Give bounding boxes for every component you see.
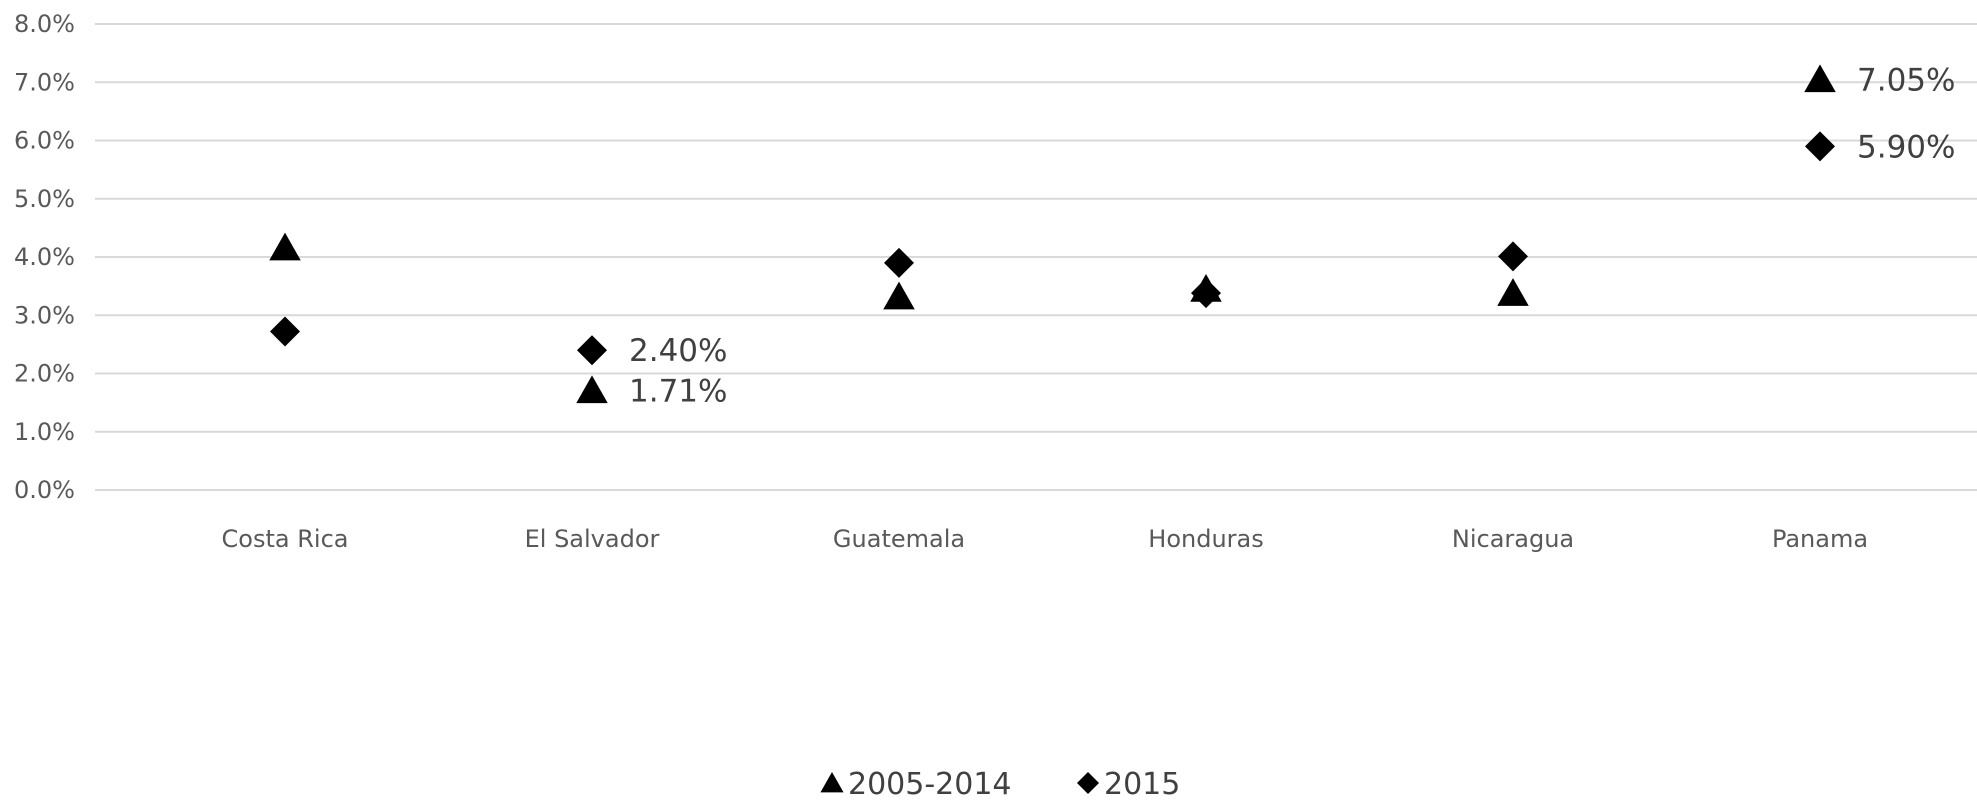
legend: 2005-2014 2015 [820,767,1180,802]
diamond-marker [1805,131,1835,162]
gridlines [95,23,1977,491]
triangle-marker [269,232,301,261]
data-markers [269,64,1836,404]
diamond-marker [1498,241,1528,272]
y-axis-tick-labels: 0.0% 1.0% 2.0% 3.0% 4.0% 5.0% 6.0% 7.0% 8.0% [14,10,75,504]
legend-diamond-icon [1077,772,1099,794]
x-category-label: Honduras [1148,525,1263,553]
y-tick-label: 5.0% [14,185,75,213]
triangle-marker [1804,64,1836,93]
x-category-label: Nicaragua [1452,525,1574,553]
triangle-marker [1497,278,1529,306]
x-category-label: El Salvador [525,525,660,553]
diamond-marker [1191,278,1221,309]
data-label: 5.90% [1857,129,1955,165]
data-label: 2.40% [629,333,727,369]
y-tick-label: 2.0% [14,360,75,388]
diamond-marker [270,316,300,347]
y-tick-label: 8.0% [14,10,75,38]
diamond-marker [884,247,914,278]
x-category-label: Costa Rica [222,525,349,553]
y-tick-label: 6.0% [14,127,75,155]
x-category-label: Panama [1772,525,1868,553]
data-label: 1.71% [629,373,727,409]
y-tick-label: 0.0% [14,476,75,504]
triangle-marker [883,281,915,310]
y-tick-label: 1.0% [14,418,75,446]
y-tick-label: 7.0% [14,68,75,96]
legend-entry-label: 2005-2014 [848,767,1012,802]
triangle-marker [576,375,608,404]
x-axis-category-labels: Costa Rica El Salvador Guatemala Honduras Ni… [222,525,1869,553]
legend-triangle-icon [820,772,844,793]
y-tick-label: 3.0% [14,301,75,329]
data-label: 7.05% [1857,62,1955,98]
data-labels: 1.71% 7.05% 2.40% 5.90% [629,62,1955,409]
legend-entry-label: 2015 [1104,767,1180,802]
diamond-marker [577,335,607,366]
y-tick-label: 4.0% [14,243,75,271]
x-category-label: Guatemala [833,525,965,553]
